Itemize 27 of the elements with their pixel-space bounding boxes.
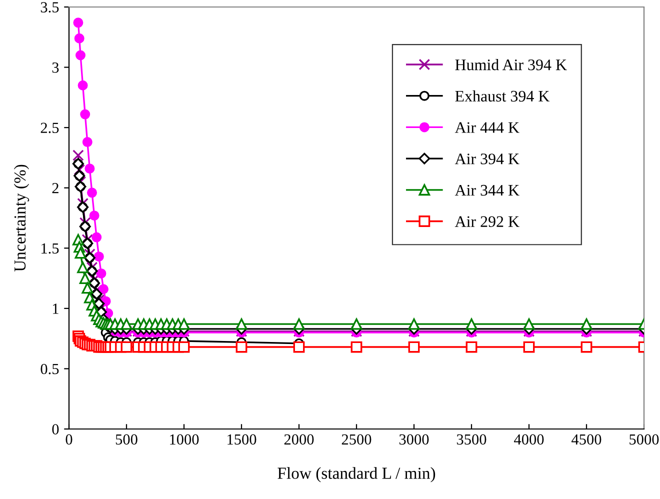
- x-tick-label: 2500: [342, 434, 372, 445]
- legend-label: Air 344 K: [454, 184, 520, 196]
- legend-label: Air 292 K: [454, 216, 520, 228]
- y-tick-label: 2: [52, 183, 58, 194]
- legend-label: Air 394 K: [454, 154, 520, 164]
- legend-label: Exhaust 394 K: [455, 90, 550, 102]
- y-tick-label: 3.5: [40, 2, 59, 13]
- x-tick-label: 3000: [399, 434, 429, 445]
- y-tick-label: 2.5: [40, 122, 59, 134]
- x-axis-title: Flow (standard L / min): [278, 467, 436, 482]
- x-tick-label: 5000: [630, 434, 659, 445]
- y-tick-label: 0: [52, 424, 59, 434]
- y-tick-label: 1: [52, 304, 58, 314]
- x-tick-label: 4500: [572, 434, 602, 445]
- y-tick-label: 0.5: [40, 364, 59, 374]
- x-tick-label: 1500: [228, 434, 256, 445]
- legend-label: Air 444 K: [454, 122, 520, 133]
- y-tick-label: 1.5: [42, 243, 59, 254]
- legend-label: Humid Air 394 K: [455, 59, 567, 70]
- x-tick-label: 1000: [170, 434, 199, 445]
- x-tick-label: 500: [116, 434, 138, 445]
- x-tick-label: 0: [66, 434, 72, 445]
- y-axis-title: Uncertainty (%): [14, 164, 30, 272]
- x-tick-label: 4000: [514, 434, 544, 445]
- x-tick-label: 2000: [284, 434, 314, 445]
- y-tick-label: 3: [52, 62, 59, 73]
- x-tick-label: 3500: [456, 434, 486, 445]
